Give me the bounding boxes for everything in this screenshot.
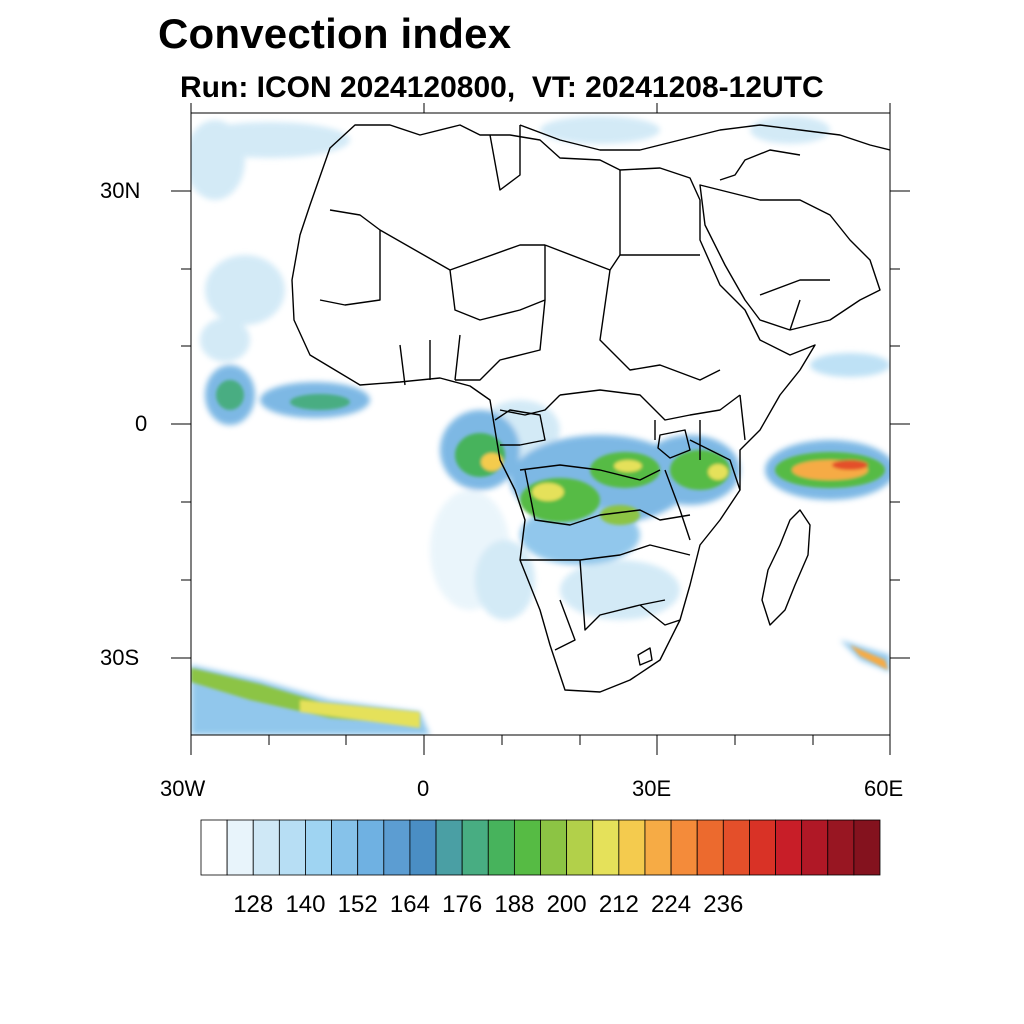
convection-field: [191, 116, 890, 735]
colorbar-box: [853, 819, 881, 876]
colorbar-box: [670, 819, 698, 876]
colorbar-box: [618, 819, 646, 876]
colorbar-box: [305, 819, 332, 876]
colorbar-box: [357, 819, 385, 876]
colorbar-tick-label: 212: [599, 891, 639, 918]
colorbar-box: [513, 819, 541, 876]
lon-label-30e: 30E: [632, 776, 672, 801]
colorbar: 128 140 152 164 176 188 200 212 224 236: [200, 819, 881, 918]
map-frame-axes: [171, 103, 910, 755]
colorbar-box: [722, 819, 750, 876]
lon-label-60e: 60E: [864, 776, 904, 801]
page-title: Convection index: [158, 10, 512, 57]
coastlines-and-borders: [291, 124, 890, 693]
colorbar-tick-label: 176: [442, 891, 482, 918]
colorbar-box: [775, 819, 803, 876]
colorbar-box: [278, 819, 306, 876]
lat-label-0: 0: [135, 411, 148, 436]
lat-label-30s: 30S: [100, 645, 140, 670]
colorbar-box: [592, 819, 620, 876]
colorbar-box: [540, 819, 568, 876]
colorbar-tick-label: 164: [390, 891, 430, 918]
colorbar-box: [487, 819, 515, 876]
colorbar-box: [801, 819, 829, 876]
colorbar-tick-label: 140: [285, 891, 325, 918]
colorbar-box: [749, 819, 776, 876]
colorbar-box: [252, 819, 280, 876]
colorbar-box: [435, 819, 463, 876]
colorbar-box: [226, 819, 254, 876]
colorbar-box: [644, 819, 672, 876]
lat-label-30n: 30N: [100, 178, 141, 203]
colorbar-box: [461, 819, 489, 876]
colorbar-tick-label: 128: [233, 891, 273, 918]
colorbar-box: [827, 819, 855, 876]
colorbar-box: [200, 819, 228, 876]
page-subtitle: Run: ICON 2024120800, VT: 20241208-12UTC: [180, 71, 824, 104]
lon-label-0: 0: [417, 776, 430, 801]
colorbar-tick-label: 152: [338, 891, 378, 918]
colorbar-tick-label: 224: [651, 891, 691, 918]
colorbar-box: [331, 819, 359, 876]
colorbar-tick-label: 236: [703, 891, 743, 918]
colorbar-tick-label: 200: [547, 891, 587, 918]
colorbar-box: [696, 819, 724, 876]
lon-label-30w: 30W: [160, 776, 206, 801]
colorbar-box: [383, 819, 411, 876]
colorbar-box: [566, 819, 594, 876]
colorbar-tick-label: 188: [494, 891, 534, 918]
colorbar-box: [409, 819, 437, 876]
